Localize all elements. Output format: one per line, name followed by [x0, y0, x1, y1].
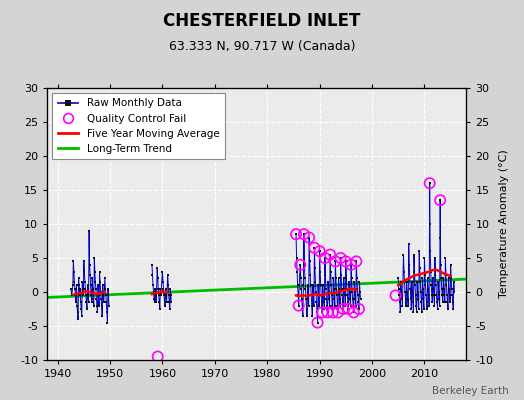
- Point: [425, 180, 434, 186]
- Point: [350, 309, 358, 316]
- Text: 63.333 N, 90.717 W (Canada): 63.333 N, 90.717 W (Canada): [169, 40, 355, 53]
- Point: [294, 302, 303, 309]
- Point: [305, 234, 313, 241]
- Point: [154, 354, 162, 360]
- Point: [352, 258, 361, 265]
- Point: [342, 258, 350, 265]
- Legend: Raw Monthly Data, Quality Control Fail, Five Year Moving Average, Long-Term Tren: Raw Monthly Data, Quality Control Fail, …: [52, 93, 225, 159]
- Text: CHESTERFIELD INLET: CHESTERFIELD INLET: [163, 12, 361, 30]
- Point: [344, 306, 353, 312]
- Point: [321, 255, 329, 261]
- Point: [339, 306, 347, 312]
- Point: [329, 309, 337, 316]
- Point: [323, 309, 332, 316]
- Point: [336, 255, 345, 261]
- Point: [296, 262, 304, 268]
- Point: [331, 258, 340, 265]
- Point: [326, 251, 334, 258]
- Point: [391, 292, 400, 298]
- Text: Berkeley Earth: Berkeley Earth: [432, 386, 508, 396]
- Point: [310, 244, 319, 251]
- Point: [436, 197, 444, 203]
- Point: [334, 309, 342, 316]
- Point: [315, 248, 324, 254]
- Point: [318, 309, 326, 316]
- Point: [355, 306, 363, 312]
- Point: [347, 262, 355, 268]
- Point: [300, 231, 308, 237]
- Y-axis label: Temperature Anomaly (°C): Temperature Anomaly (°C): [499, 150, 509, 298]
- Point: [313, 319, 322, 326]
- Point: [292, 231, 300, 237]
